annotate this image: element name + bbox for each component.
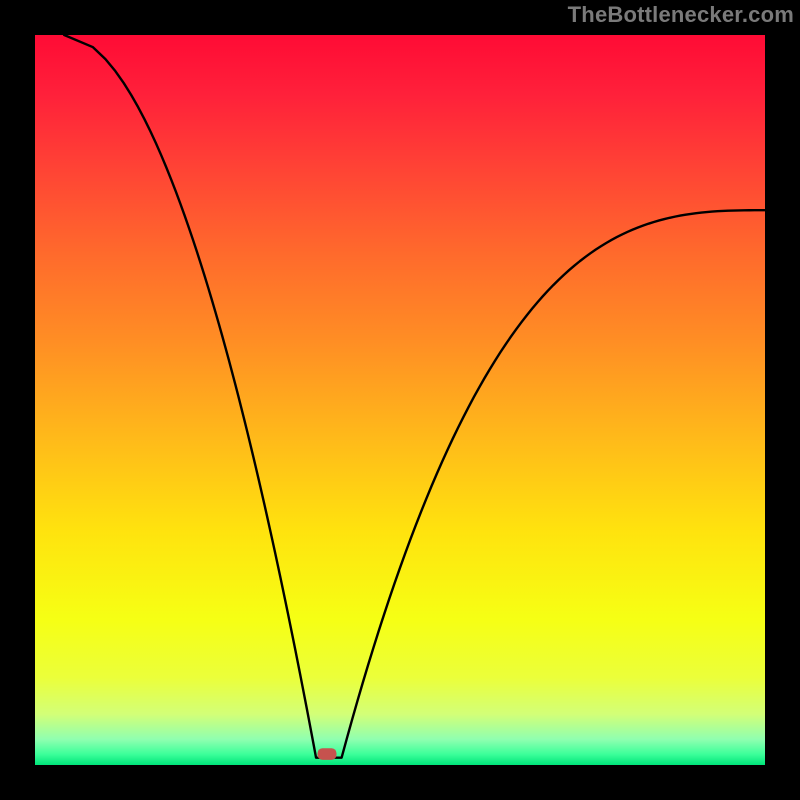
plot-area [35, 35, 765, 765]
plot-svg [35, 35, 765, 765]
optimum-marker [318, 748, 337, 760]
chart-stage: TheBottlenecker.com [0, 0, 800, 800]
plot-background [35, 35, 765, 765]
watermark-text: TheBottlenecker.com [568, 2, 794, 28]
